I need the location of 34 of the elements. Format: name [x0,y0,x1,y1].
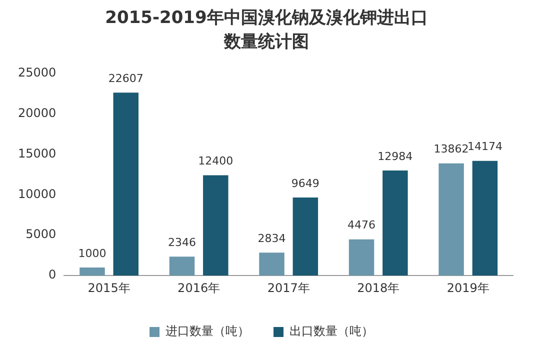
y-tick-label: 15000 [18,146,56,160]
bar [259,252,284,276]
legend-label: 进口数量（吨） [166,324,250,338]
bar [80,268,105,276]
bar [382,170,408,276]
bar [472,160,498,276]
data-label: 1000 [78,246,106,260]
x-tick-label: 2018年 [357,280,400,295]
y-tick-label: 25000 [18,65,56,80]
y-tick-label: 5000 [26,227,56,242]
data-label: 9649 [291,176,320,190]
y-tick-label: 20000 [18,106,56,120]
data-label: 2346 [168,236,196,249]
data-label: 12984 [378,150,413,163]
chart-title: 2015-2019年中国溴化钠及溴化钾进出口数量统计图 [104,7,429,54]
data-label: 22607 [108,72,144,85]
data-label: 12400 [198,154,234,168]
bar [203,175,228,276]
data-label: 14174 [467,140,502,154]
y-tick-label: 0 [48,268,56,282]
bar [438,163,464,276]
bar [348,239,374,276]
legend-label: 出口数量（吨） [290,324,374,338]
data-label: 2834 [258,232,286,246]
x-tick-label: 2017年 [267,280,310,295]
x-tick-label: 2016年 [178,280,220,295]
y-tick-label: 10000 [18,186,56,201]
bar [292,197,318,276]
x-tick-label: 2019年 [446,280,490,295]
bar [169,256,195,276]
data-label: 13862 [434,142,469,156]
x-tick-label: 2015年 [88,280,130,295]
data-label: 4476 [348,218,376,232]
bar [113,92,139,276]
